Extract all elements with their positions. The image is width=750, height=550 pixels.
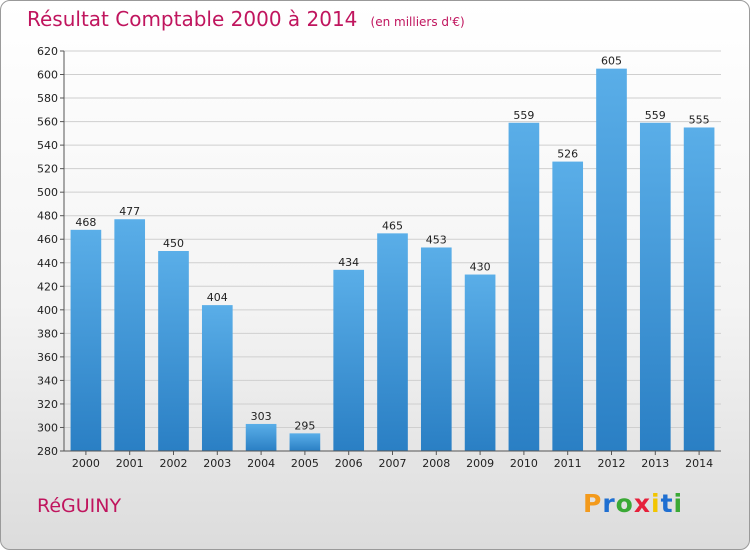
value-label: 303 (251, 410, 272, 423)
x-tick-label: 2010 (510, 457, 538, 470)
proxiti-logo: Proxiti (583, 489, 683, 518)
x-tick-label: 2000 (72, 457, 100, 470)
bar (245, 423, 277, 451)
x-tick-label: 2013 (641, 457, 669, 470)
x-tick-label: 2008 (422, 457, 450, 470)
y-tick-label: 440 (37, 257, 58, 270)
value-label: 434 (338, 256, 359, 269)
y-tick-label: 280 (37, 445, 58, 458)
x-tick-label: 2004 (247, 457, 275, 470)
value-label: 465 (382, 219, 403, 232)
y-tick-label: 360 (37, 351, 58, 364)
x-tick-label: 2011 (554, 457, 582, 470)
y-tick-label: 380 (37, 327, 58, 340)
y-tick-label: 300 (37, 421, 58, 434)
bar (552, 161, 584, 451)
bar (70, 229, 102, 451)
bar (464, 274, 496, 451)
logo-letter: o (615, 489, 634, 518)
chart-title: Résultat Comptable 2000 à 2014 (en milli… (27, 7, 465, 31)
y-tick-label: 420 (37, 280, 58, 293)
x-tick-label: 2001 (116, 457, 144, 470)
x-tick-label: 2006 (335, 457, 363, 470)
y-tick-label: 320 (37, 398, 58, 411)
logo-letter: P (583, 489, 603, 518)
bar (333, 269, 365, 451)
value-label: 555 (689, 113, 710, 126)
x-tick-label: 2003 (203, 457, 231, 470)
y-axis: 280 300 320 340 360 380 400 420 440 460 480 500 520 5… (37, 45, 65, 458)
bar (639, 122, 671, 451)
logo-letter: i (651, 489, 661, 518)
x-axis: 2000 2001 2002 2003 2004 2005 2006 2007 2008 2009… (64, 450, 721, 470)
value-label: 453 (426, 233, 447, 246)
y-tick-label: 560 (37, 116, 58, 129)
logo-letter: r (602, 489, 616, 518)
value-label: 559 (645, 109, 666, 122)
x-tick-label: 2007 (379, 457, 407, 470)
bar (508, 122, 540, 451)
commune-name: RéGUINY (37, 495, 122, 517)
bar (158, 251, 189, 451)
chart-unit: (en milliers d'€) (370, 15, 465, 29)
bar (377, 233, 408, 451)
bar (420, 247, 452, 451)
y-tick-label: 600 (37, 69, 58, 82)
value-label: 450 (163, 237, 184, 250)
value-label: 404 (207, 291, 228, 304)
y-tick-label: 620 (37, 45, 58, 58)
value-labels: 468 477 450 404 303 295 434 465 453 430 559 526 605 5… (75, 55, 709, 433)
y-tick-label: 540 (37, 139, 58, 152)
bar (289, 433, 321, 451)
x-tick-label: 2009 (466, 457, 494, 470)
value-label: 526 (557, 148, 578, 161)
x-tick-label: 2012 (598, 457, 626, 470)
y-tick-label: 480 (37, 210, 58, 223)
value-label: 468 (75, 216, 96, 229)
bar (596, 68, 627, 451)
bar (683, 127, 715, 452)
x-tick-label: 2002 (160, 457, 188, 470)
logo-letter: t (660, 489, 674, 518)
y-tick-label: 460 (37, 233, 58, 246)
logo-letter: i (673, 489, 684, 518)
value-label: 605 (601, 55, 622, 68)
value-label: 430 (470, 261, 491, 274)
y-tick-label: 580 (37, 92, 58, 105)
value-label: 295 (294, 419, 315, 432)
bar (201, 305, 233, 451)
chart-title-text: Résultat Comptable 2000 à 2014 (27, 7, 358, 31)
bars (70, 68, 715, 452)
y-tick-label: 400 (37, 304, 58, 317)
y-tick-label: 500 (37, 186, 58, 199)
y-tick-label: 520 (37, 163, 58, 176)
value-label: 477 (119, 205, 140, 218)
y-tick-label: 340 (37, 374, 58, 387)
x-tick-label: 2014 (685, 457, 713, 470)
logo-letter: x (633, 489, 651, 518)
value-label: 559 (513, 109, 534, 122)
bar (114, 219, 146, 451)
x-tick-label: 2005 (291, 457, 319, 470)
